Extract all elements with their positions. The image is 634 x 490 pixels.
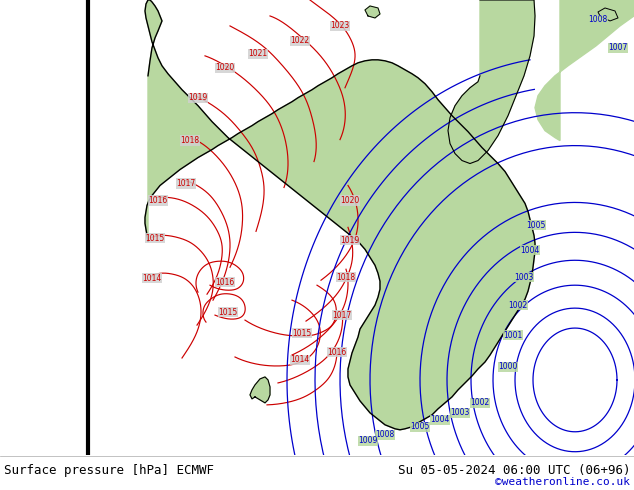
Text: 1001: 1001 (503, 331, 522, 340)
Text: 1019: 1019 (340, 236, 359, 245)
Text: 1020: 1020 (216, 63, 235, 73)
Text: 1005: 1005 (526, 221, 546, 230)
Text: 1015: 1015 (292, 329, 312, 338)
Text: 1021: 1021 (249, 49, 268, 58)
Text: 1016: 1016 (148, 196, 167, 205)
Text: 1002: 1002 (508, 301, 527, 310)
Text: 1015: 1015 (218, 308, 238, 317)
Text: 1023: 1023 (330, 22, 349, 30)
Text: 1005: 1005 (410, 422, 430, 431)
Text: 1002: 1002 (470, 398, 489, 407)
Text: 1015: 1015 (145, 234, 165, 243)
Text: 1019: 1019 (188, 93, 207, 102)
Text: 1020: 1020 (340, 196, 359, 205)
Text: 1009: 1009 (358, 436, 378, 445)
Text: 1003: 1003 (450, 408, 470, 417)
Text: 1014: 1014 (290, 355, 309, 365)
Polygon shape (448, 0, 535, 164)
Text: 1018: 1018 (337, 273, 356, 282)
Polygon shape (598, 8, 618, 21)
Text: Su 05-05-2024 06:00 UTC (06+96): Su 05-05-2024 06:00 UTC (06+96) (398, 464, 630, 477)
Polygon shape (535, 0, 634, 141)
Text: 1022: 1022 (290, 36, 309, 46)
Text: Surface pressure [hPa] ECMWF: Surface pressure [hPa] ECMWF (4, 464, 214, 477)
Polygon shape (250, 377, 270, 403)
Text: 1004: 1004 (430, 416, 450, 424)
Text: 1016: 1016 (327, 347, 347, 357)
Polygon shape (145, 0, 535, 430)
Text: 1016: 1016 (216, 278, 235, 287)
Text: 1003: 1003 (514, 273, 534, 282)
Text: 1007: 1007 (608, 44, 628, 52)
Text: 1004: 1004 (521, 246, 540, 255)
Text: ©weatheronline.co.uk: ©weatheronline.co.uk (495, 477, 630, 487)
Text: 1014: 1014 (143, 274, 162, 283)
Text: 1017: 1017 (332, 311, 352, 319)
Text: 1018: 1018 (181, 136, 200, 145)
Polygon shape (365, 6, 380, 18)
Text: 1000: 1000 (498, 363, 518, 371)
Text: 1017: 1017 (176, 179, 196, 188)
Text: 1008: 1008 (588, 16, 607, 24)
Text: 1008: 1008 (375, 430, 394, 439)
